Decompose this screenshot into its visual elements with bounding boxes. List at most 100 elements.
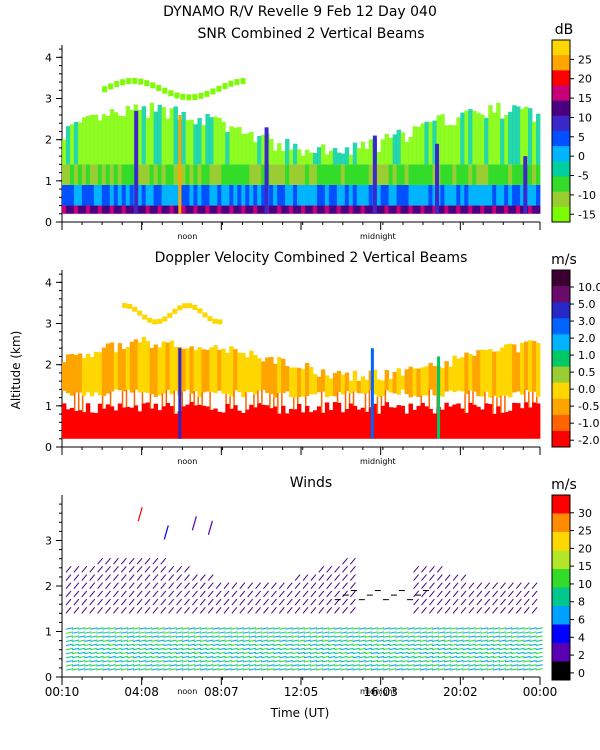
wind-barb bbox=[175, 651, 183, 655]
vel-cell bbox=[297, 367, 302, 398]
x-tick-label: 00:00 bbox=[523, 685, 558, 699]
wind-barb bbox=[456, 647, 464, 651]
wind-barb bbox=[126, 627, 135, 630]
wind-barb bbox=[96, 659, 104, 663]
vel-cell bbox=[105, 404, 111, 439]
vel-cell bbox=[432, 413, 437, 439]
snr-cell bbox=[197, 184, 202, 206]
colorbar-label: -5 bbox=[578, 170, 589, 183]
wind-barb bbox=[267, 643, 275, 647]
wind-barb bbox=[102, 643, 110, 647]
wind-barb bbox=[96, 655, 104, 659]
snr-cell bbox=[316, 147, 322, 165]
wind-barb bbox=[273, 627, 281, 630]
snr-cell bbox=[424, 184, 429, 206]
vel-cell bbox=[320, 369, 326, 392]
wind-barb bbox=[157, 631, 165, 634]
snr-cell bbox=[360, 141, 366, 165]
snr-cell bbox=[500, 205, 505, 214]
wind-barb bbox=[452, 590, 459, 598]
snr-cell bbox=[504, 184, 509, 206]
wind-barb bbox=[163, 651, 171, 655]
wind-barb bbox=[474, 631, 482, 634]
vel-cell bbox=[73, 354, 79, 393]
wind-barb bbox=[535, 627, 543, 630]
snr-cell bbox=[532, 121, 537, 165]
vel-cell bbox=[476, 406, 481, 439]
wind-barb bbox=[486, 651, 495, 655]
snr-cell bbox=[416, 205, 421, 214]
wind-barb bbox=[486, 668, 495, 671]
snr-cell bbox=[73, 184, 79, 206]
wind-barb bbox=[108, 659, 116, 663]
wind-barb bbox=[261, 647, 269, 651]
snr-cell bbox=[368, 164, 374, 185]
wind-barb bbox=[364, 655, 373, 659]
vel-cell bbox=[352, 405, 358, 439]
wind-barb bbox=[395, 631, 403, 634]
wind-barb bbox=[78, 668, 86, 671]
vel-cell bbox=[129, 407, 135, 439]
snr-cell bbox=[161, 184, 166, 206]
wind-barb bbox=[255, 606, 261, 614]
wind-barb bbox=[136, 566, 143, 573]
wind-barb bbox=[309, 664, 318, 667]
wind-barb bbox=[303, 627, 312, 630]
snr-cell bbox=[416, 164, 421, 185]
wind-barb bbox=[206, 664, 214, 667]
wind-barb bbox=[102, 639, 110, 642]
wind-barb bbox=[169, 659, 177, 663]
y-tick-label: 0 bbox=[45, 441, 52, 454]
vel-cell bbox=[265, 357, 270, 393]
colorbar-label: 0 bbox=[578, 150, 585, 163]
vel-cell bbox=[285, 413, 290, 439]
wind-barb bbox=[102, 664, 110, 667]
vel-streak bbox=[269, 393, 271, 409]
snr-cell bbox=[380, 139, 386, 165]
snr-cell bbox=[376, 164, 382, 185]
wind-barb bbox=[444, 631, 452, 634]
snr-cell bbox=[516, 184, 521, 206]
vel-cell bbox=[468, 354, 473, 391]
snr-cell bbox=[89, 114, 95, 165]
wind-barb bbox=[230, 643, 238, 647]
wind-barb bbox=[413, 655, 421, 659]
snr-upper-patch bbox=[186, 94, 192, 101]
wind-barb bbox=[421, 606, 427, 614]
wind-barb bbox=[535, 668, 543, 671]
wind-barb bbox=[181, 647, 190, 651]
vel-cell bbox=[380, 405, 386, 439]
snr-cell bbox=[532, 184, 537, 206]
wind-barb bbox=[456, 668, 464, 671]
snr-upper-patch bbox=[132, 77, 138, 84]
wind-barb bbox=[96, 631, 104, 634]
vel-cell bbox=[312, 410, 318, 439]
panel-title: SNR Combined 2 Vertical Beams bbox=[197, 26, 424, 42]
wind-barb bbox=[413, 643, 421, 647]
wind-barb bbox=[200, 631, 208, 634]
snr-cell bbox=[85, 115, 91, 165]
vel-cell bbox=[328, 378, 334, 396]
snr-cell bbox=[340, 184, 346, 206]
wind-barb bbox=[200, 643, 208, 647]
colorbar-segment bbox=[552, 661, 570, 681]
colorbar-segment bbox=[552, 513, 570, 533]
wind-barb bbox=[132, 639, 141, 642]
wind-barb bbox=[145, 659, 153, 663]
snr-column bbox=[435, 143, 440, 214]
wind-barb bbox=[505, 651, 513, 655]
wind-barb bbox=[181, 659, 190, 663]
wind-barb bbox=[102, 655, 110, 659]
snr-cell bbox=[129, 164, 135, 185]
wind-barb bbox=[236, 627, 244, 630]
vel-cell bbox=[101, 408, 107, 439]
wind-barb bbox=[425, 631, 434, 634]
snr-cell bbox=[352, 184, 358, 206]
wind-barb bbox=[187, 651, 196, 655]
vel-cell bbox=[269, 356, 274, 394]
wind-barb bbox=[248, 664, 257, 667]
vel-cell bbox=[285, 365, 290, 392]
vel-column bbox=[437, 356, 441, 439]
vel-cell bbox=[213, 345, 218, 394]
